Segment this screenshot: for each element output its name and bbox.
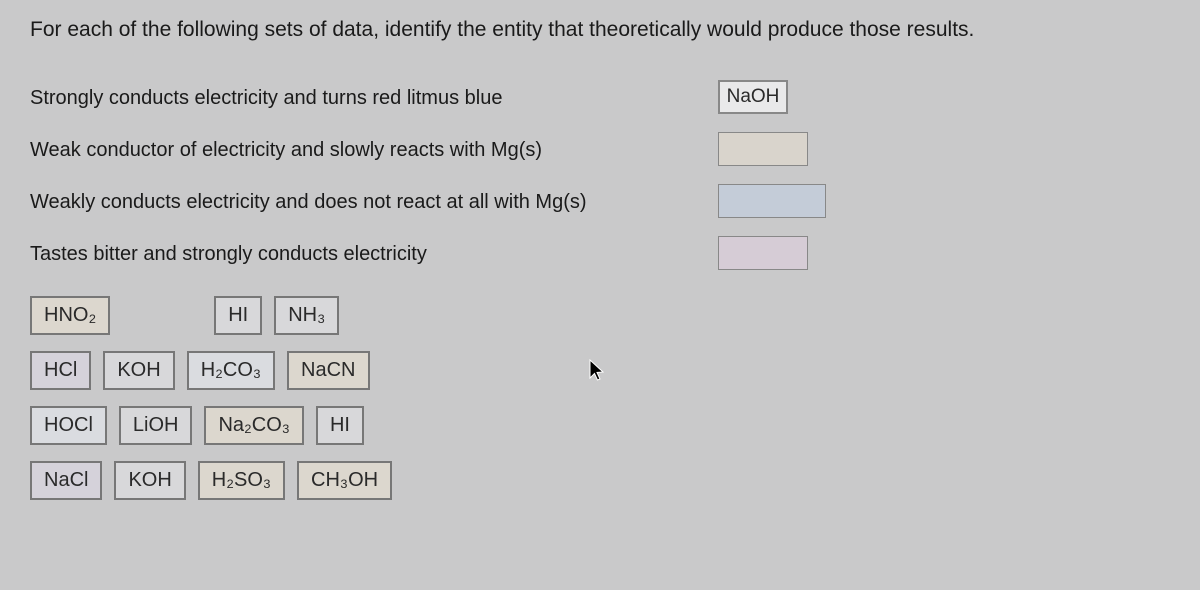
drop-slot-2[interactable] <box>718 184 826 218</box>
prompt-text-2: Weakly conducts electricity and does not… <box>30 191 587 214</box>
prompt-text-3: Tastes bitter and strongly conducts elec… <box>30 243 427 266</box>
prompt-row-0: Strongly conducts electricity and turns … <box>30 80 1170 116</box>
choice-row-1: HCl KOH H₂CO₃ NaCN <box>30 351 1170 390</box>
prompt-text-1: Weak conductor of electricity and slowly… <box>30 139 542 162</box>
choice-h2co3[interactable]: H₂CO₃ <box>187 351 275 390</box>
choice-row-3: NaCl KOH H₂SO₃ CH₃OH <box>30 461 1170 500</box>
prompt-row-1: Weak conductor of electricity and slowly… <box>30 132 1170 168</box>
choice-ch3oh[interactable]: CH₃OH <box>297 461 392 500</box>
prompts-area: Strongly conducts electricity and turns … <box>30 80 1170 500</box>
choice-hno2[interactable]: HNO₂ <box>30 296 110 335</box>
choice-hi-a[interactable]: HI <box>214 296 262 335</box>
drop-slot-0[interactable]: NaOH <box>718 80 788 114</box>
choice-lioh[interactable]: LiOH <box>119 406 193 445</box>
drop-slot-3[interactable] <box>718 236 808 270</box>
choice-nh3[interactable]: NH₃ <box>274 296 339 335</box>
choice-nacl[interactable]: NaCl <box>30 461 102 500</box>
drop-slot-1[interactable] <box>718 132 808 166</box>
choice-nacn[interactable]: NaCN <box>287 351 369 390</box>
choice-koh-b[interactable]: KOH <box>114 461 185 500</box>
choice-hocl[interactable]: HOCl <box>30 406 107 445</box>
prompt-text-0: Strongly conducts electricity and turns … <box>30 87 502 110</box>
prompt-row-3: Tastes bitter and strongly conducts elec… <box>30 236 1170 272</box>
choice-row-0: HNO₂ HI NH₃ <box>30 296 1170 335</box>
choice-hi-b[interactable]: HI <box>316 406 364 445</box>
choice-koh-a[interactable]: KOH <box>103 351 174 390</box>
choice-h2so3[interactable]: H₂SO₃ <box>198 461 285 500</box>
prompt-row-2: Weakly conducts electricity and does not… <box>30 184 1170 220</box>
choices-container: HNO₂ HI NH₃ HCl KOH H₂CO₃ NaCN HOCl LiOH… <box>30 296 1170 500</box>
choice-row-2: HOCl LiOH Na₂CO₃ HI <box>30 406 1170 445</box>
instruction-text: For each of the following sets of data, … <box>30 18 1170 42</box>
choice-hcl[interactable]: HCl <box>30 351 91 390</box>
choice-na2co3[interactable]: Na₂CO₃ <box>204 406 303 445</box>
